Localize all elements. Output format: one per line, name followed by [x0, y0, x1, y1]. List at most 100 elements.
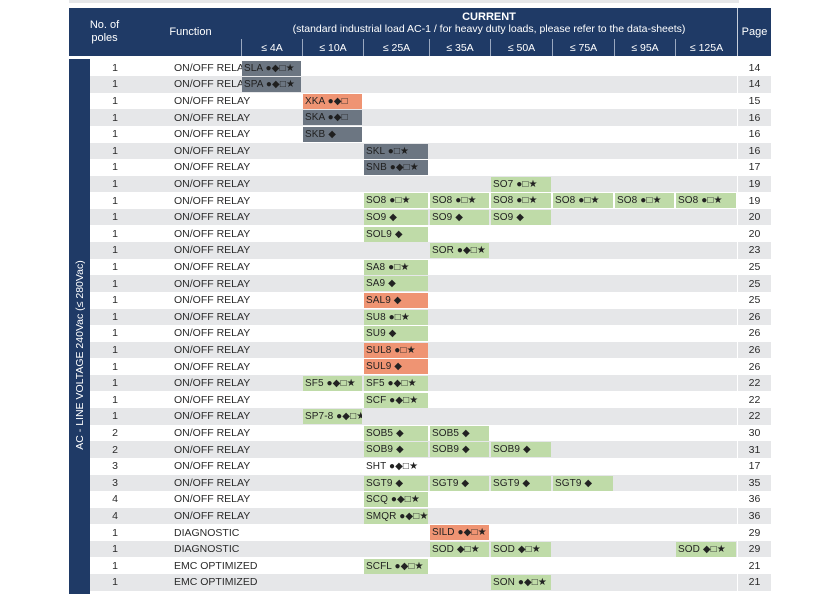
- cell-function: ON/OFF RELAY: [174, 227, 251, 240]
- column-divider: [302, 59, 303, 594]
- cell-page: 25: [737, 291, 771, 309]
- header-amp-6: ≤ 95A: [614, 39, 675, 56]
- cell-function: DIAGNOSTIC: [174, 543, 240, 556]
- cell-poles: 1: [112, 227, 118, 240]
- header-function-label: Function: [169, 26, 212, 38]
- cell-page: 21: [737, 557, 771, 575]
- product-cell: SOB9 ◆: [430, 442, 489, 458]
- table-row: 1 ON/OFF RELAY SAL9 ◆ 25: [90, 291, 771, 309]
- header-page-label: Page: [741, 26, 768, 38]
- table-row: 1 ON/OFF RELAY SO7 ●□★ 19: [90, 175, 771, 193]
- product-cell: SILD ●◆□★: [430, 525, 489, 541]
- product-cell: SO8 ●□★: [615, 193, 674, 209]
- product-cell: SO9 ◆: [364, 209, 428, 225]
- cell-page: 26: [737, 308, 771, 326]
- cell-page: 26: [737, 341, 771, 359]
- product-cell: SUL9 ◆: [364, 359, 428, 375]
- cell-function: ON/OFF RELAY: [174, 260, 251, 273]
- product-cell: SF5 ●◆□★: [303, 375, 362, 391]
- cell-poles: 1: [112, 61, 118, 74]
- cell-page: 25: [737, 275, 771, 292]
- cell-page: 31: [737, 441, 771, 458]
- header-amp-5: ≤ 75A: [552, 39, 614, 56]
- product-cell: SKA ●◆□: [303, 110, 362, 126]
- table-row: 1 ON/OFF RELAY SO9 ◆ SO9 ◆ SO9 ◆ 20: [90, 208, 771, 226]
- cell-page: 22: [737, 408, 771, 425]
- table-row: 1 ON/OFF RELAY SO8 ●□★ SO8 ●□★ SO8 ●□★ SO8 ●□…: [90, 192, 771, 209]
- product-cell: SKB ◆: [303, 126, 362, 142]
- cell-poles: 2: [112, 426, 118, 439]
- cell-function: EMC OPTIMIZED: [174, 559, 258, 572]
- cell-page: 19: [737, 192, 771, 209]
- product-cell: SOB5 ◆: [430, 425, 489, 441]
- cell-poles: 1: [112, 576, 118, 589]
- product-cell: SP7-8 ●◆□★: [303, 409, 362, 425]
- cell-page: 36: [737, 507, 771, 525]
- table-row: 1 ON/OFF RELAY SKA ●◆□ 16: [90, 109, 771, 126]
- cell-page: 16: [737, 142, 771, 160]
- product-cell: SPA ●◆□★: [242, 77, 301, 93]
- cell-page: 16: [737, 125, 771, 143]
- table-row: 3 ON/OFF RELAY SGT9 ◆ SGT9 ◆ SGT9 ◆ SGT9 ◆ 35: [90, 474, 771, 492]
- cell-function: ON/OFF RELAY: [174, 476, 251, 489]
- cell-function: ON/OFF RELAY: [174, 410, 251, 423]
- product-cell: SOB9 ◆: [491, 442, 551, 458]
- table-row: 2 ON/OFF RELAY SOB5 ◆ SOB5 ◆ 30: [90, 424, 771, 442]
- cell-page: 35: [737, 474, 771, 492]
- cell-function: ON/OFF RELAY: [174, 194, 251, 207]
- table-row: 1 DIAGNOSTIC SOD ◆□★ SOD ◆□★ SOD ◆□★ 29: [90, 540, 771, 558]
- cell-page: 17: [737, 159, 771, 176]
- cell-function: ON/OFF RELAY: [174, 493, 251, 506]
- cell-page: 19: [737, 175, 771, 193]
- product-cell: SOD ◆□★: [430, 541, 489, 557]
- cell-function: DIAGNOSTIC: [174, 526, 240, 539]
- product-cell: SO8 ●□★: [676, 193, 736, 209]
- cell-poles: 1: [112, 327, 118, 340]
- cell-function: ON/OFF RELAY: [174, 177, 251, 190]
- cell-poles: 4: [112, 493, 118, 506]
- cell-poles: 1: [112, 294, 118, 307]
- product-cell: SAL9 ◆: [364, 292, 428, 308]
- cell-poles: 1: [112, 211, 118, 224]
- product-cell: SLA ●◆□★: [242, 60, 301, 76]
- column-divider: [675, 59, 676, 594]
- table-row: 1 DIAGNOSTIC SILD ●◆□★ 29: [90, 524, 771, 541]
- cell-function: ON/OFF RELAY: [174, 393, 251, 406]
- cell-function: ON/OFF RELAY: [174, 294, 251, 307]
- header-function: Function: [140, 8, 241, 56]
- cell-page: 23: [737, 242, 771, 259]
- table-row: 4 ON/OFF RELAY SCQ ●◆□★ 36: [90, 491, 771, 508]
- cell-function: ON/OFF RELAY: [174, 443, 251, 456]
- cell-function: ON/OFF RELAY: [174, 161, 251, 174]
- table-row: 2 ON/OFF RELAY SOB9 ◆ SOB9 ◆ SOB9 ◆ 31: [90, 441, 771, 458]
- cell-page: 22: [737, 391, 771, 409]
- product-cell: SO7 ●□★: [491, 176, 551, 192]
- product-cell: SO8 ●□★: [364, 193, 428, 209]
- product-cell: SOD ◆□★: [491, 541, 551, 557]
- cell-poles: 1: [112, 410, 118, 423]
- cell-function: ON/OFF RELAY: [174, 426, 251, 439]
- column-divider: [552, 59, 553, 594]
- header-current-subtitle: (standard industrial load AC-1 / for hea…: [292, 23, 686, 35]
- column-divider: [363, 59, 364, 594]
- cell-function: ON/OFF RELAY: [174, 377, 251, 390]
- table-row: 1 ON/OFF RELAY SA8 ●□★ 25: [90, 258, 771, 276]
- product-cell: SOD ◆□★: [676, 541, 736, 557]
- cell-function: ON/OFF RELAY: [174, 128, 251, 141]
- cell-poles: 3: [112, 476, 118, 489]
- side-voltage-label: AC - LINE VOLTAGE 240Vac (≤ 280Vac): [74, 260, 86, 450]
- product-cell: XKA ●◆□: [303, 93, 362, 109]
- cell-poles: 4: [112, 509, 118, 522]
- cell-page: 14: [737, 76, 771, 93]
- cell-page: 17: [737, 457, 771, 475]
- column-divider: [429, 59, 430, 594]
- cell-page: 15: [737, 92, 771, 110]
- cell-function: ON/OFF RELAY: [174, 78, 251, 91]
- cell-function: ON/OFF RELAY: [174, 343, 251, 356]
- product-cell: SF5 ●◆□★: [364, 375, 428, 391]
- column-divider: [490, 59, 491, 594]
- table-row: 1 ON/OFF RELAY SUL8 ●□★ 26: [90, 341, 771, 359]
- cell-page: 20: [737, 208, 771, 226]
- table-row: 1 ON/OFF RELAY SU8 ●□★ 26: [90, 308, 771, 326]
- header-amp-0: ≤ 4A: [241, 39, 302, 56]
